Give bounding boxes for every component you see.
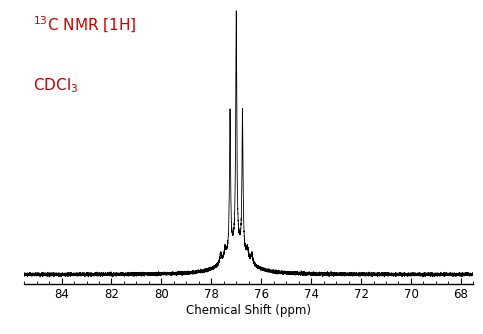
Text: CDCl$_3$: CDCl$_3$ bbox=[33, 76, 78, 95]
Text: $^{13}$C NMR [1H]: $^{13}$C NMR [1H] bbox=[33, 15, 137, 35]
X-axis label: Chemical Shift (ppm): Chemical Shift (ppm) bbox=[186, 304, 311, 317]
